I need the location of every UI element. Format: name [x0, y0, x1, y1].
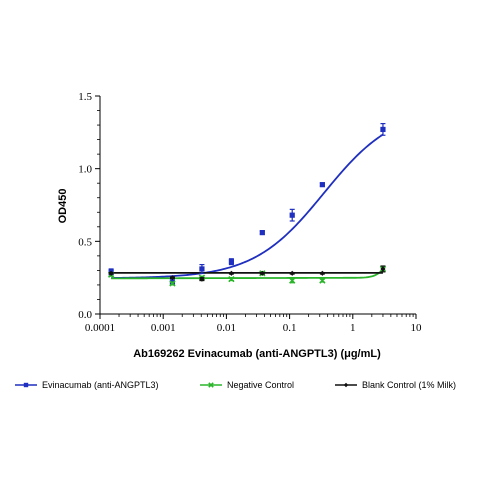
legend-entry: Evinacumab (anti-ANGPTL3): [15, 380, 159, 390]
marker-diamond: [169, 275, 176, 281]
fit-curve-x: [111, 268, 384, 280]
y-tick-label: 0.5: [78, 236, 92, 248]
marker-x: [319, 277, 326, 284]
data-point: [380, 265, 386, 273]
x-tick-label: 10: [411, 322, 423, 334]
marker-square: [199, 266, 205, 272]
data-point: [228, 270, 235, 276]
marker-x: [289, 277, 296, 284]
data-point: [259, 270, 265, 276]
marker-square: [228, 259, 235, 265]
marker-x: [208, 382, 214, 388]
marker-square: [380, 126, 386, 133]
x-tick-label: 1: [350, 322, 356, 334]
x-tick-label: 0.1: [283, 322, 297, 334]
fit-curve-square: [111, 133, 384, 279]
data-point: [259, 230, 265, 236]
marker-diamond: [343, 382, 349, 388]
marker-x: [228, 275, 235, 283]
marker-diamond: [259, 270, 265, 276]
marker-square: [259, 230, 265, 236]
marker-square: [289, 212, 295, 218]
marker-diamond: [199, 276, 205, 282]
axes: 0.0001 0.001 0.01 0.1 1 10 0.0 0.5 1.0 1.5: [78, 91, 422, 334]
data-point: [108, 270, 114, 276]
marker-diamond: [108, 270, 114, 276]
legend-label: Evinacumab (anti-ANGPTL3): [42, 380, 159, 390]
data-point: [228, 258, 235, 266]
legend-entry: Negative Control: [200, 380, 294, 390]
data-point: [319, 270, 325, 276]
legend-entry: Blank Control (1% Milk): [335, 380, 456, 390]
data-point: [289, 208, 295, 222]
marker-diamond: [319, 270, 325, 276]
data-point: [319, 182, 325, 188]
data-point: [169, 280, 176, 287]
data-point: [289, 277, 296, 284]
data-points: [107, 123, 387, 287]
x-axis-label: Ab169262 Evinacumab (anti-ANGPTL3) (μg/m…: [133, 348, 381, 360]
legend-label: Blank Control (1% Milk): [362, 380, 456, 390]
x-tick-label: 0.01: [217, 322, 236, 334]
y-axis-label: OD450: [57, 189, 69, 224]
y-tick-label: 1.0: [78, 164, 92, 176]
legend-label: Negative Control: [227, 380, 294, 390]
y-tick-label: 1.5: [78, 91, 92, 103]
data-point: [380, 123, 386, 136]
marker-square: [319, 182, 325, 188]
data-point: [289, 270, 295, 276]
data-point: [228, 275, 235, 283]
marker-diamond: [228, 270, 235, 276]
fit-curves: [111, 133, 384, 280]
marker-diamond: [289, 270, 295, 276]
y-tick-label: 0.0: [78, 309, 92, 321]
x-tick-label: 0.0001: [85, 322, 115, 334]
marker-square: [23, 382, 29, 388]
marker-diamond: [380, 266, 386, 272]
legend: Evinacumab (anti-ANGPTL3) Negative Contro…: [15, 380, 456, 390]
data-point: [319, 277, 326, 284]
data-point: [169, 275, 176, 281]
data-point: [199, 263, 205, 274]
data-point: [199, 276, 205, 282]
marker-x: [169, 280, 176, 287]
x-tick-label: 0.001: [151, 322, 176, 334]
